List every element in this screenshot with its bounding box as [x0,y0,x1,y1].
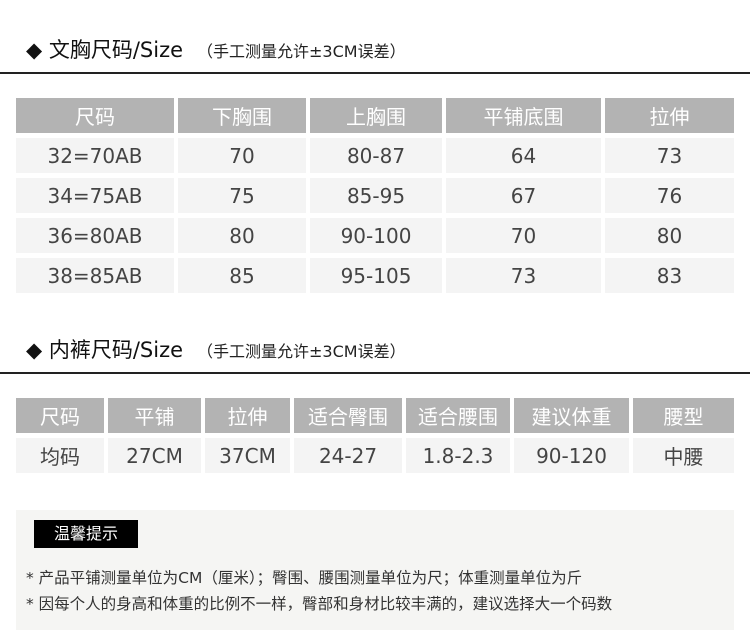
panty-size-title: ◆ 内裤尺码/Size [26,338,184,362]
column-header: 平铺 [108,398,201,433]
column-header: 腰型 [633,398,734,433]
table-cell: 38=85AB [16,258,174,293]
table-cell: 67 [446,178,601,213]
table-cell: 73 [446,258,601,293]
table-cell: 36=80AB [16,218,174,253]
table-row: 38=85AB 85 95-105 73 83 [16,258,734,293]
panty-size-heading: ◆ 内裤尺码/Size （手工测量允许±3CM误差） [0,300,750,374]
table-cell: 85 [178,258,306,293]
table-cell: 32=70AB [16,138,174,173]
table-cell: 中腰 [633,438,734,473]
table-cell: 90-100 [310,218,442,253]
column-header: 适合臀围 [294,398,402,433]
table-cell: 75 [178,178,306,213]
bra-size-table: 尺码 下胸围 上胸围 平铺底围 拉伸 32=70AB 70 80-87 64 73 34=75AB 7… [12,93,738,298]
tip-line: * 产品平铺测量单位为CM（厘米）；臀围、腰围测量单位为尺；体重测量单位为斤 [26,569,583,587]
table-cell: 70 [178,138,306,173]
column-header: 平铺底围 [446,98,601,133]
table-cell: 80-87 [310,138,442,173]
column-header: 拉伸 [605,98,734,133]
header-row: 尺码 下胸围 上胸围 平铺底围 拉伸 [16,98,734,133]
table-row: 34=75AB 75 85-95 67 76 [16,178,734,213]
column-header: 下胸围 [178,98,306,133]
table-cell: 80 [605,218,734,253]
table-cell: 37CM [205,438,290,473]
column-header: 上胸围 [310,98,442,133]
table-cell: 76 [605,178,734,213]
table-cell: 95-105 [310,258,442,293]
tips-box: 温馨提示 * 产品平铺测量单位为CM（厘米）；臀围、腰围测量单位为尺；体重测量单… [16,510,734,630]
column-header: 尺码 [16,398,104,433]
bra-size-heading: ◆ 文胸尺码/Size （手工测量允许±3CM误差） [0,0,750,74]
table-row: 均码 27CM 37CM 24-27 1.8-2.3 90-120 中腰 [16,438,734,473]
header-row: 尺码 平铺 拉伸 适合臀围 适合腰围 建议体重 腰型 [16,398,734,433]
table-cell: 90-120 [514,438,629,473]
table-cell: 80 [178,218,306,253]
column-header: 尺码 [16,98,174,133]
column-header: 建议体重 [514,398,629,433]
table-cell: 64 [446,138,601,173]
table-cell: 24-27 [294,438,402,473]
table-cell: 34=75AB [16,178,174,213]
panty-size-table: 尺码 平铺 拉伸 适合臀围 适合腰围 建议体重 腰型 均码 27CM 37CM 24-27 1.8-2… [12,393,738,478]
tip-line: * 因每个人的身高和体重的比例不一样，臀部和身材比较丰满的，建议选择大一个码数 [26,595,613,613]
table-cell: 70 [446,218,601,253]
table-cell: 83 [605,258,734,293]
table-cell: 27CM [108,438,201,473]
bra-size-note: （手工测量允许±3CM误差） [197,42,406,61]
table-cell: 85-95 [310,178,442,213]
table-cell: 均码 [16,438,104,473]
table-row: 36=80AB 80 90-100 70 80 [16,218,734,253]
table-row: 32=70AB 70 80-87 64 73 [16,138,734,173]
column-header: 拉伸 [205,398,290,433]
bra-size-title: ◆ 文胸尺码/Size [26,38,184,62]
panty-size-note: （手工测量允许±3CM误差） [197,342,406,361]
table-cell: 1.8-2.3 [406,438,510,473]
table-cell: 73 [605,138,734,173]
tips-label: 温馨提示 [34,520,138,548]
column-header: 适合腰围 [406,398,510,433]
